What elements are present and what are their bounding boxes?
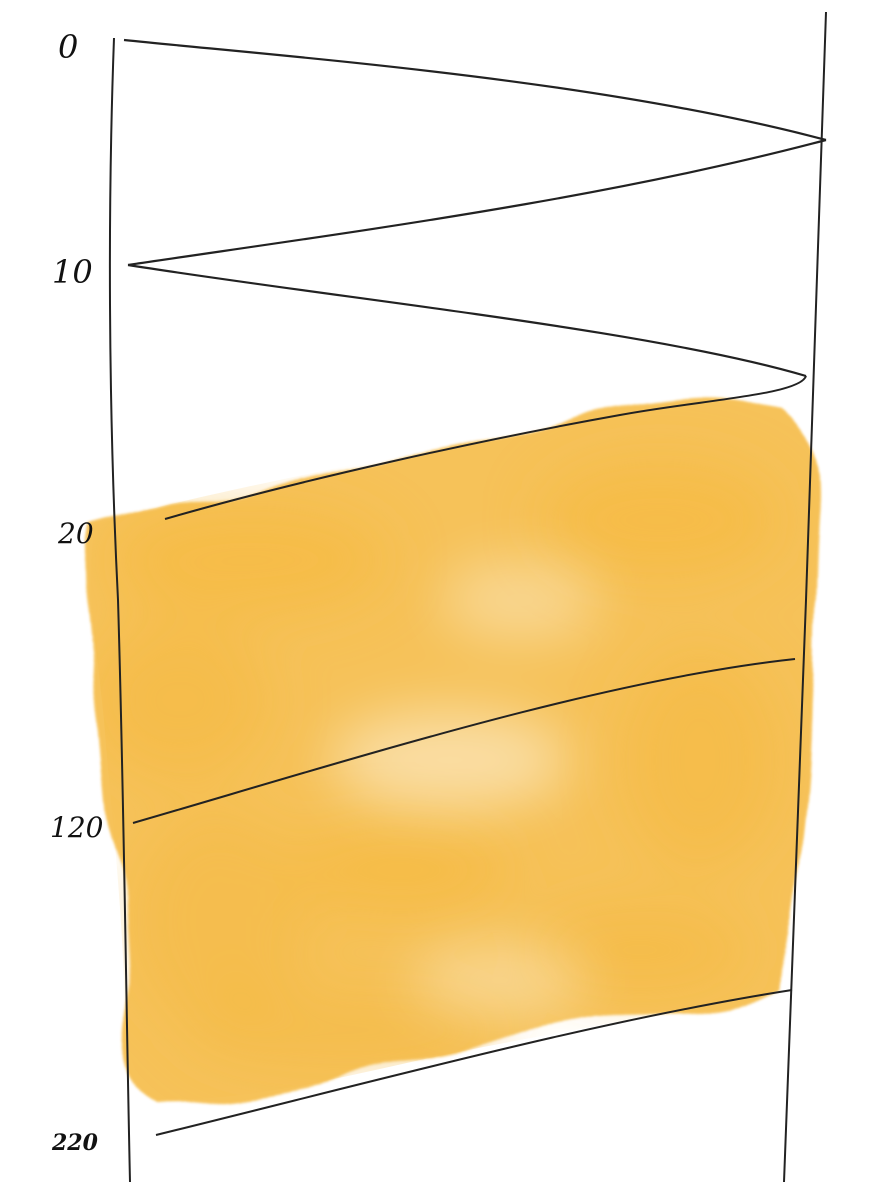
highlight-region [91, 404, 820, 1100]
connector-line [132, 658, 796, 824]
right-boundary-line [783, 11, 827, 1182]
connector-line [127, 138, 827, 267]
row-label-20: 20 [57, 517, 94, 550]
connector-line [164, 375, 807, 520]
connector-line [123, 38, 827, 142]
left-boundary-line [108, 37, 131, 1182]
connector-line [155, 989, 793, 1136]
row-label-10: 10 [52, 253, 93, 291]
row-label-0: 0 [58, 28, 78, 66]
row-label-120: 120 [50, 811, 103, 844]
row-label-220: 220 [51, 1130, 99, 1156]
connector-line [127, 263, 807, 378]
